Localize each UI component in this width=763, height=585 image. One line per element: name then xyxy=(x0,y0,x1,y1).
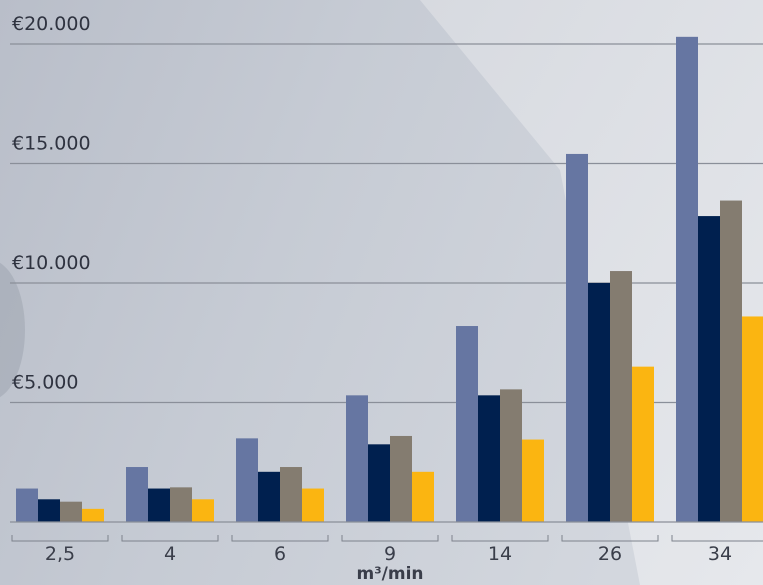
y-axis-labels: €5.000 €10.000 €15.000 €20.000 xyxy=(12,13,91,394)
bar xyxy=(676,36,698,523)
x-tick-label: 2,5 xyxy=(45,543,75,565)
category-bracket xyxy=(561,535,659,542)
x-tick-label: 9 xyxy=(384,543,396,565)
bar xyxy=(720,200,742,523)
category-bracket xyxy=(121,535,219,542)
bar xyxy=(170,487,192,522)
bar xyxy=(390,435,412,522)
bar xyxy=(60,501,82,522)
x-tick-label: 26 xyxy=(598,543,622,565)
bar xyxy=(478,395,500,522)
bar xyxy=(412,471,434,522)
y-tick-label: €20.000 xyxy=(12,13,91,35)
bar xyxy=(368,444,390,522)
bar xyxy=(148,488,170,522)
gridlines xyxy=(10,43,763,404)
bar xyxy=(236,438,258,522)
x-tick-label: 14 xyxy=(488,543,512,565)
bar xyxy=(280,467,302,522)
bar xyxy=(522,439,544,522)
bar xyxy=(632,366,654,522)
y-tick-label: €5.000 xyxy=(12,372,78,394)
bar xyxy=(610,271,632,522)
bar xyxy=(698,216,720,522)
bar xyxy=(566,153,588,522)
category-bracket xyxy=(231,535,329,542)
y-tick-label: €15.000 xyxy=(12,133,91,155)
category-bracket xyxy=(451,535,549,542)
bar xyxy=(16,488,38,522)
x-axis: 2,5 4 6 9 14 26 34 xyxy=(10,521,763,565)
x-tick-label: 34 xyxy=(708,543,732,565)
category-bracket xyxy=(341,535,439,542)
bar xyxy=(302,488,324,522)
bar xyxy=(258,471,280,522)
category-bracket xyxy=(671,535,763,542)
bar xyxy=(742,316,763,522)
bar xyxy=(500,389,522,522)
bar xyxy=(588,283,610,522)
bar xyxy=(126,467,148,522)
bar xyxy=(192,499,214,522)
bar xyxy=(38,499,60,522)
x-tick-label: 4 xyxy=(164,543,176,565)
category-bracket xyxy=(11,535,109,542)
bars xyxy=(16,36,763,523)
x-tick-label: 6 xyxy=(274,543,286,565)
y-tick-label: €10.000 xyxy=(12,252,91,274)
bar xyxy=(456,326,478,522)
bar xyxy=(346,395,368,522)
bar xyxy=(82,508,104,522)
x-axis-title: m³/min xyxy=(356,564,423,584)
